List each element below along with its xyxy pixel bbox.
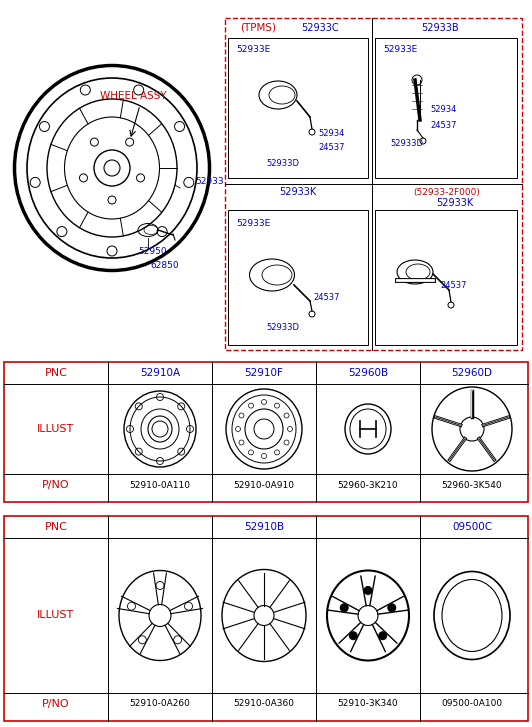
Bar: [375, 210, 517, 345]
Circle shape: [350, 632, 358, 640]
Text: 52910-0A110: 52910-0A110: [129, 481, 190, 489]
Text: 09500-0A100: 09500-0A100: [442, 699, 503, 709]
Text: 52910-3K340: 52910-3K340: [338, 699, 398, 709]
Text: 52910-0A260: 52910-0A260: [130, 699, 190, 709]
Text: 52960-3K540: 52960-3K540: [442, 481, 502, 489]
Text: 52933E: 52933E: [383, 46, 417, 55]
Text: 52910B: 52910B: [244, 522, 284, 532]
Text: 62850: 62850: [150, 260, 179, 270]
Text: 52933C: 52933C: [301, 23, 339, 33]
Text: P/NO: P/NO: [42, 699, 70, 709]
Text: (TPMS): (TPMS): [240, 23, 276, 33]
Bar: [4, 516, 528, 721]
Circle shape: [340, 604, 348, 612]
Text: 52910F: 52910F: [245, 368, 284, 378]
Bar: [228, 210, 368, 345]
Bar: [228, 38, 368, 178]
Text: 52933D: 52933D: [390, 139, 423, 148]
Circle shape: [364, 587, 372, 595]
Text: PNC: PNC: [45, 522, 68, 532]
Text: 09500C: 09500C: [452, 522, 492, 532]
Circle shape: [379, 632, 387, 640]
Text: PNC: PNC: [45, 368, 68, 378]
Text: 52933B: 52933B: [421, 23, 459, 33]
Text: 24537: 24537: [440, 281, 467, 289]
Text: 24537: 24537: [430, 121, 456, 131]
Text: 52960-3K210: 52960-3K210: [338, 481, 398, 489]
Text: (52933-2F000): (52933-2F000): [413, 188, 480, 196]
Text: ILLUST: ILLUST: [37, 611, 74, 621]
Text: 52933E: 52933E: [236, 46, 270, 55]
Bar: [375, 38, 517, 178]
Text: P/NO: P/NO: [42, 480, 70, 490]
Text: 52933K: 52933K: [279, 187, 317, 197]
Text: 52960B: 52960B: [348, 368, 388, 378]
Text: 52933K: 52933K: [436, 198, 473, 208]
Text: ILLUST: ILLUST: [37, 424, 74, 434]
Bar: [225, 18, 522, 350]
Text: 52934: 52934: [430, 105, 456, 114]
Circle shape: [388, 604, 396, 612]
Bar: [4, 362, 528, 502]
Text: 52933: 52933: [195, 177, 223, 187]
Text: 52950: 52950: [138, 247, 167, 257]
Text: 52910-0A910: 52910-0A910: [234, 481, 295, 489]
Text: 52910A: 52910A: [140, 368, 180, 378]
Text: 52933E: 52933E: [236, 220, 270, 228]
Text: 52933D: 52933D: [266, 158, 299, 167]
Text: 24537: 24537: [318, 143, 345, 153]
Text: 52910-0A360: 52910-0A360: [234, 699, 295, 709]
Text: 52934: 52934: [318, 129, 344, 137]
Text: WHEEL ASSY: WHEEL ASSY: [99, 91, 167, 101]
Text: 52933D: 52933D: [266, 324, 299, 332]
Text: 24537: 24537: [313, 294, 339, 302]
Text: 52960D: 52960D: [452, 368, 493, 378]
